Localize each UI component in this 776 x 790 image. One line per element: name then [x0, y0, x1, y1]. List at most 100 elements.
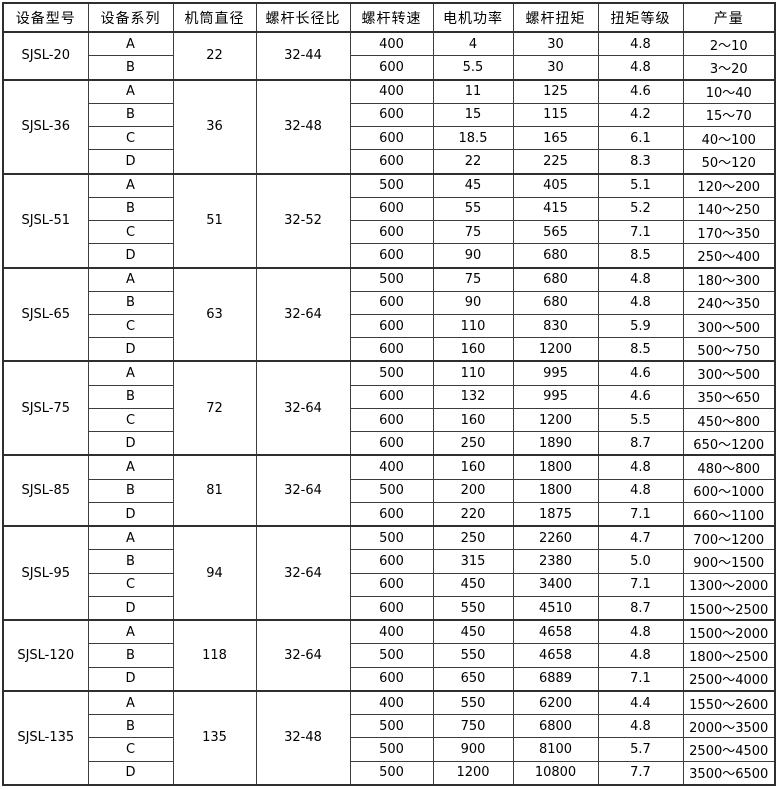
torque-cell: 2380 [512, 549, 599, 574]
output-cell: 120～200 [682, 172, 776, 198]
table-row: B 600 5.5 30 4.8 3～20 [3, 55, 776, 81]
torque-cell: 6800 [512, 714, 599, 739]
speed-cell: 400 [349, 78, 434, 104]
power-cell: 250 [432, 431, 514, 456]
power-cell: 900 [432, 737, 514, 762]
speed-cell: 500 [349, 360, 434, 386]
output-cell: 250～400 [682, 243, 776, 268]
output-cell: 480～800 [682, 454, 776, 480]
torque-cell: 995 [512, 384, 599, 409]
grade-cell: 5.2 [597, 196, 684, 222]
model-cell: SJSL-20 [2, 31, 89, 81]
table-row: B 500 750 6800 4.8 2000～3500 [3, 714, 776, 739]
power-cell: 1200 [432, 760, 514, 786]
column-header-model: 设备型号 [2, 2, 89, 33]
column-header-ld-ratio: 螺杆长径比 [255, 2, 351, 33]
diameter-cell: 22 [172, 31, 257, 81]
grade-cell: 7.1 [597, 666, 684, 692]
grade-cell: 5.7 [597, 737, 684, 762]
grade-cell: 4.2 [597, 102, 684, 128]
series-cell: B [87, 102, 174, 128]
power-cell: 450 [432, 619, 514, 645]
power-cell: 55 [432, 196, 514, 222]
grade-cell: 4.8 [597, 454, 684, 480]
series-cell: A [87, 689, 174, 716]
grade-cell: 8.7 [597, 595, 684, 621]
speed-cell: 400 [349, 454, 434, 480]
output-cell: 10～40 [682, 78, 776, 104]
output-cell: 350～650 [682, 384, 776, 409]
grade-cell: 5.5 [597, 407, 684, 433]
ld-cell: 32-64 [255, 266, 351, 362]
grade-cell: 4.6 [597, 384, 684, 409]
power-cell: 450 [432, 572, 514, 597]
power-cell: 110 [432, 360, 514, 386]
table-body: SJSL-20 A 22 32-44 400 4 30 4.8 2～10 B 600 5.5 30 4.8… [2, 31, 776, 786]
torque-cell: 1890 [512, 431, 599, 456]
output-cell: 300～500 [682, 360, 776, 386]
series-cell: B [87, 549, 174, 574]
grade-cell: 4.8 [597, 643, 684, 668]
grade-cell: 5.9 [597, 313, 684, 339]
output-cell: 660～1100 [682, 501, 776, 527]
torque-cell: 1800 [512, 454, 599, 480]
power-cell: 200 [432, 478, 514, 503]
grade-cell: 8.7 [597, 431, 684, 456]
output-cell: 3～20 [682, 55, 776, 81]
output-cell: 180～300 [682, 266, 776, 292]
torque-cell: 1200 [512, 407, 599, 433]
torque-cell: 415 [512, 196, 599, 222]
speed-cell: 600 [349, 126, 434, 151]
torque-cell: 10800 [512, 760, 599, 786]
column-header-diameter: 机筒直径 [172, 2, 257, 33]
table-row: SJSL-95 A 94 32-64 500 250 2260 4.7 700～1200 [2, 525, 776, 621]
speed-cell: 600 [349, 102, 434, 128]
speed-cell: 500 [349, 266, 434, 292]
speed-cell: 600 [349, 55, 434, 81]
power-cell: 45 [432, 172, 514, 198]
power-cell: 160 [432, 407, 514, 433]
column-header-power: 电机功率 [432, 2, 514, 33]
diameter-cell: 36 [172, 78, 257, 175]
diameter-cell: 94 [172, 525, 257, 621]
column-header-speed: 螺杆转速 [349, 2, 434, 33]
output-cell: 2500～4000 [682, 666, 776, 692]
model-cell: SJSL-65 [2, 266, 89, 362]
series-cell: B [87, 643, 174, 668]
speed-cell: 600 [349, 196, 434, 222]
grade-cell: 4.6 [597, 78, 684, 104]
power-cell: 315 [432, 549, 514, 574]
model-cell: SJSL-95 [2, 525, 89, 621]
speed-cell: 500 [349, 643, 434, 668]
table-row: D 600 22 225 8.3 50～120 [3, 149, 776, 175]
series-cell: A [87, 454, 174, 480]
series-cell: A [87, 360, 174, 386]
torque-cell: 1200 [512, 337, 599, 362]
speed-cell: 500 [349, 172, 434, 198]
torque-cell: 680 [512, 266, 599, 292]
output-cell: 240～350 [682, 290, 776, 315]
table-row: B 500 550 4658 4.8 1800～2500 [3, 643, 776, 668]
torque-cell: 6889 [512, 666, 599, 692]
speed-cell: 600 [349, 384, 434, 409]
output-cell: 1500～2500 [682, 595, 776, 621]
torque-cell: 30 [512, 31, 599, 57]
table-row: B 500 200 1800 4.8 600～1000 [3, 478, 776, 503]
table-row: B 600 132 995 4.6 350～650 [3, 384, 776, 409]
diameter-cell: 72 [172, 360, 257, 456]
series-cell: C [87, 572, 174, 597]
speed-cell: 600 [349, 149, 434, 175]
power-cell: 15 [432, 102, 514, 128]
grade-cell: 5.0 [597, 549, 684, 574]
grade-cell: 7.1 [597, 572, 684, 597]
diameter-cell: 135 [172, 689, 257, 786]
grade-cell: 4.8 [597, 31, 684, 57]
speed-cell: 500 [349, 478, 434, 503]
series-cell: A [87, 78, 174, 104]
series-cell: B [87, 290, 174, 315]
series-cell: D [87, 760, 174, 786]
output-cell: 1300～2000 [682, 572, 776, 597]
torque-cell: 1875 [512, 501, 599, 527]
ld-cell: 32-44 [255, 31, 351, 81]
output-cell: 300～500 [682, 313, 776, 339]
